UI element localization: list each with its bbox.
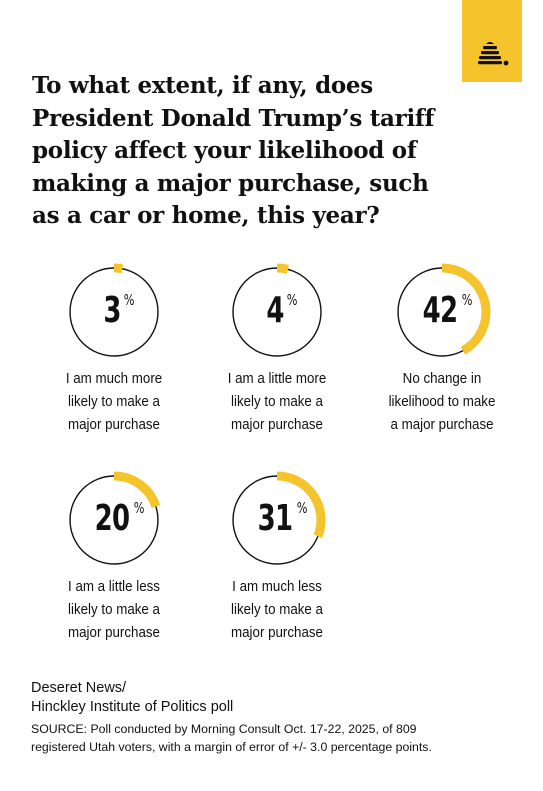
- donut-chart: [228, 263, 326, 361]
- donut-chart: [65, 263, 163, 361]
- category-label-line: likely to make a: [231, 394, 323, 410]
- donut-chart-grid: 3% I am much more likely to make a major pu…: [0, 250, 543, 650]
- category-label: I am much more likely to make a major purc…: [45, 368, 183, 437]
- donut-value-label: 42: [422, 290, 458, 331]
- donut-value-arc: [228, 263, 326, 361]
- donut-value-arc: [228, 471, 326, 569]
- percent-sign: %: [286, 291, 298, 309]
- category-label: No change in likelihood to make a major pu…: [373, 368, 511, 437]
- source-note-line-1: SOURCE: Poll conducted by Morning Consul…: [31, 722, 417, 736]
- chart-title: To what extent, if any, does President D…: [32, 72, 435, 229]
- category-label-line: major purchase: [231, 417, 323, 433]
- percent-sign: %: [461, 291, 473, 309]
- category-label-line: likelihood to make: [388, 394, 496, 410]
- source-name-line-2: Hinckley Institute of Politics poll: [31, 699, 234, 715]
- donut-chart: [393, 263, 491, 361]
- category-label-line: major purchase: [68, 625, 160, 641]
- source-name: Deseret News/ Hinckley Institute of Poli…: [31, 679, 331, 717]
- category-label-line: I am a little more: [227, 371, 327, 387]
- donut-value-label: 20: [94, 498, 130, 539]
- percent-sign: %: [296, 499, 308, 517]
- percent-sign: %: [133, 499, 145, 517]
- brand-logo: [462, 0, 522, 82]
- source-note-line-2: registered Utah voters, with a margin of…: [31, 740, 432, 754]
- source-name-line-1: Deseret News/: [31, 680, 127, 696]
- category-label-line: major purchase: [68, 417, 160, 433]
- donut-chart: [228, 471, 326, 569]
- category-label-line: I am much more: [65, 371, 163, 387]
- category-label-line: likely to make a: [231, 602, 323, 618]
- donut-chart: [65, 471, 163, 569]
- category-label-line: major purchase: [231, 625, 323, 641]
- beehive-icon: [478, 42, 509, 66]
- category-label-line: I am a little less: [68, 579, 160, 595]
- source-note: SOURCE: Poll conducted by Morning Consul…: [31, 720, 511, 756]
- donut-value-label: 4: [266, 290, 284, 331]
- category-label-line: No change in: [402, 371, 482, 387]
- category-label-line: a major purchase: [390, 417, 494, 433]
- percent-sign: %: [123, 291, 135, 309]
- donut-value-arc: [393, 263, 491, 361]
- category-label: I am a little more likely to make a major …: [208, 368, 346, 437]
- donut-value-arc: [65, 471, 163, 569]
- category-label-line: I am much less: [232, 579, 322, 595]
- category-label-line: likely to make a: [68, 394, 160, 410]
- donut-value-label: 31: [257, 498, 293, 539]
- donut-value-arc: [65, 263, 163, 361]
- category-label: I am a little less likely to make a major …: [45, 576, 183, 645]
- category-label: I am much less likely to make a major purc…: [208, 576, 346, 645]
- category-label-line: likely to make a: [68, 602, 160, 618]
- donut-value-label: 3: [103, 290, 121, 331]
